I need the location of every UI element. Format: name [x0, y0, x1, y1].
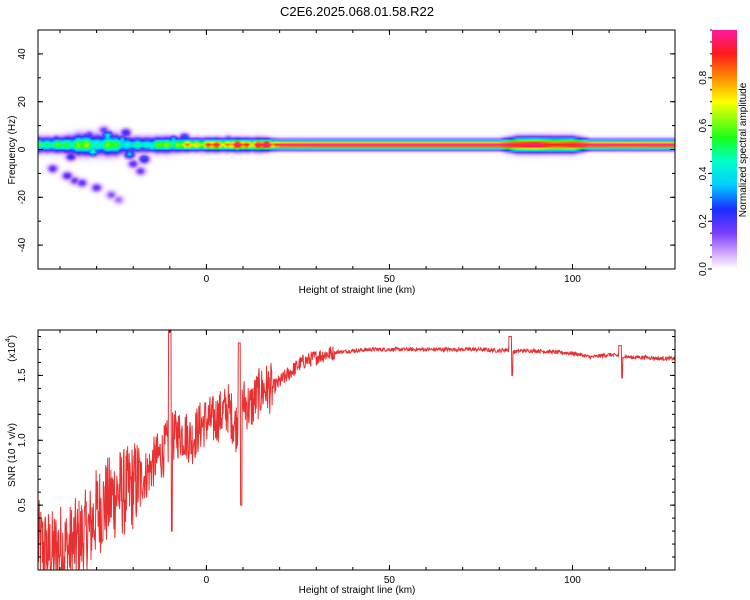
snr-multiplier-close: ) [7, 335, 18, 338]
colorbar-ticks: 0.0 0.2 0.4 0.6 0.8 [698, 29, 712, 276]
snr-ytick-label: 1.0 [17, 433, 28, 447]
snr-line-layer [37, 330, 676, 570]
colorbar-label: Normalized spectral amplitude [738, 82, 749, 217]
spectrogram-heatmap [38, 30, 675, 269]
spectrogram-ytick-label: 0 [17, 146, 28, 152]
spectrogram-panel: 0 50 100 -40 -20 0 20 40 Height of straight lin… [7, 29, 676, 296]
spectrogram-ytick-label: -20 [17, 190, 28, 205]
snr-multiplier-exponent: 4 [5, 338, 12, 342]
svg-text:(x104): (x104) [5, 335, 18, 362]
spectrogram-xtick-label: 50 [384, 274, 396, 285]
spectrogram-ytick-label: 20 [17, 96, 28, 108]
snr-series-line [37, 330, 676, 570]
snr-ticks: 0 50 100 0.5 1.0 1.5 [17, 330, 675, 586]
spectrogram-ytick-label: 40 [17, 48, 28, 60]
spectrogram-image [38, 30, 675, 269]
snr-xtick-label: 100 [564, 575, 581, 586]
spectrogram-ytick-label: -40 [17, 237, 28, 252]
spectrogram-ylabel: Frequency (Hz) [7, 116, 18, 185]
spectrogram-ticks: 0 50 100 -40 -20 0 20 40 [17, 29, 675, 285]
colorbar-tick-label: 0.0 [698, 262, 709, 276]
colorbar-tick-label: 0.2 [698, 214, 709, 228]
snr-ylabel: SNR (10 * v/v) [7, 423, 18, 487]
spectrogram-xtick-label: 100 [564, 274, 581, 285]
snr-multiplier: (x104) [5, 335, 18, 362]
snr-ytick-label: 1.5 [17, 368, 28, 382]
colorbar-gradient [712, 30, 737, 269]
snr-ytick-label: 0.5 [17, 498, 28, 512]
snr-xlabel: Height of straight line (km) [299, 585, 416, 596]
colorbar-tick-label: 0.4 [698, 166, 709, 180]
snr-panel: 0 50 100 0.5 1.0 1.5 Height of straight line … [5, 329, 676, 596]
snr-multiplier-base: (x10 [7, 342, 18, 362]
colorbar-tick-label: 0.6 [698, 118, 709, 132]
spectrogram-xlabel: Height of straight line (km) [299, 285, 416, 296]
snr-frame [37, 329, 676, 571]
snr-xtick-label: 50 [384, 575, 396, 586]
spectrogram-xtick-label: 0 [204, 274, 210, 285]
figure-title: C2E6.2025.068.01.58.R22 [280, 4, 434, 19]
colorbar: 0.0 0.2 0.4 0.6 0.8 Normalized spectral ampl… [698, 29, 749, 276]
colorbar-tick-label: 0.8 [698, 70, 709, 84]
snr-xtick-label: 0 [204, 575, 210, 586]
